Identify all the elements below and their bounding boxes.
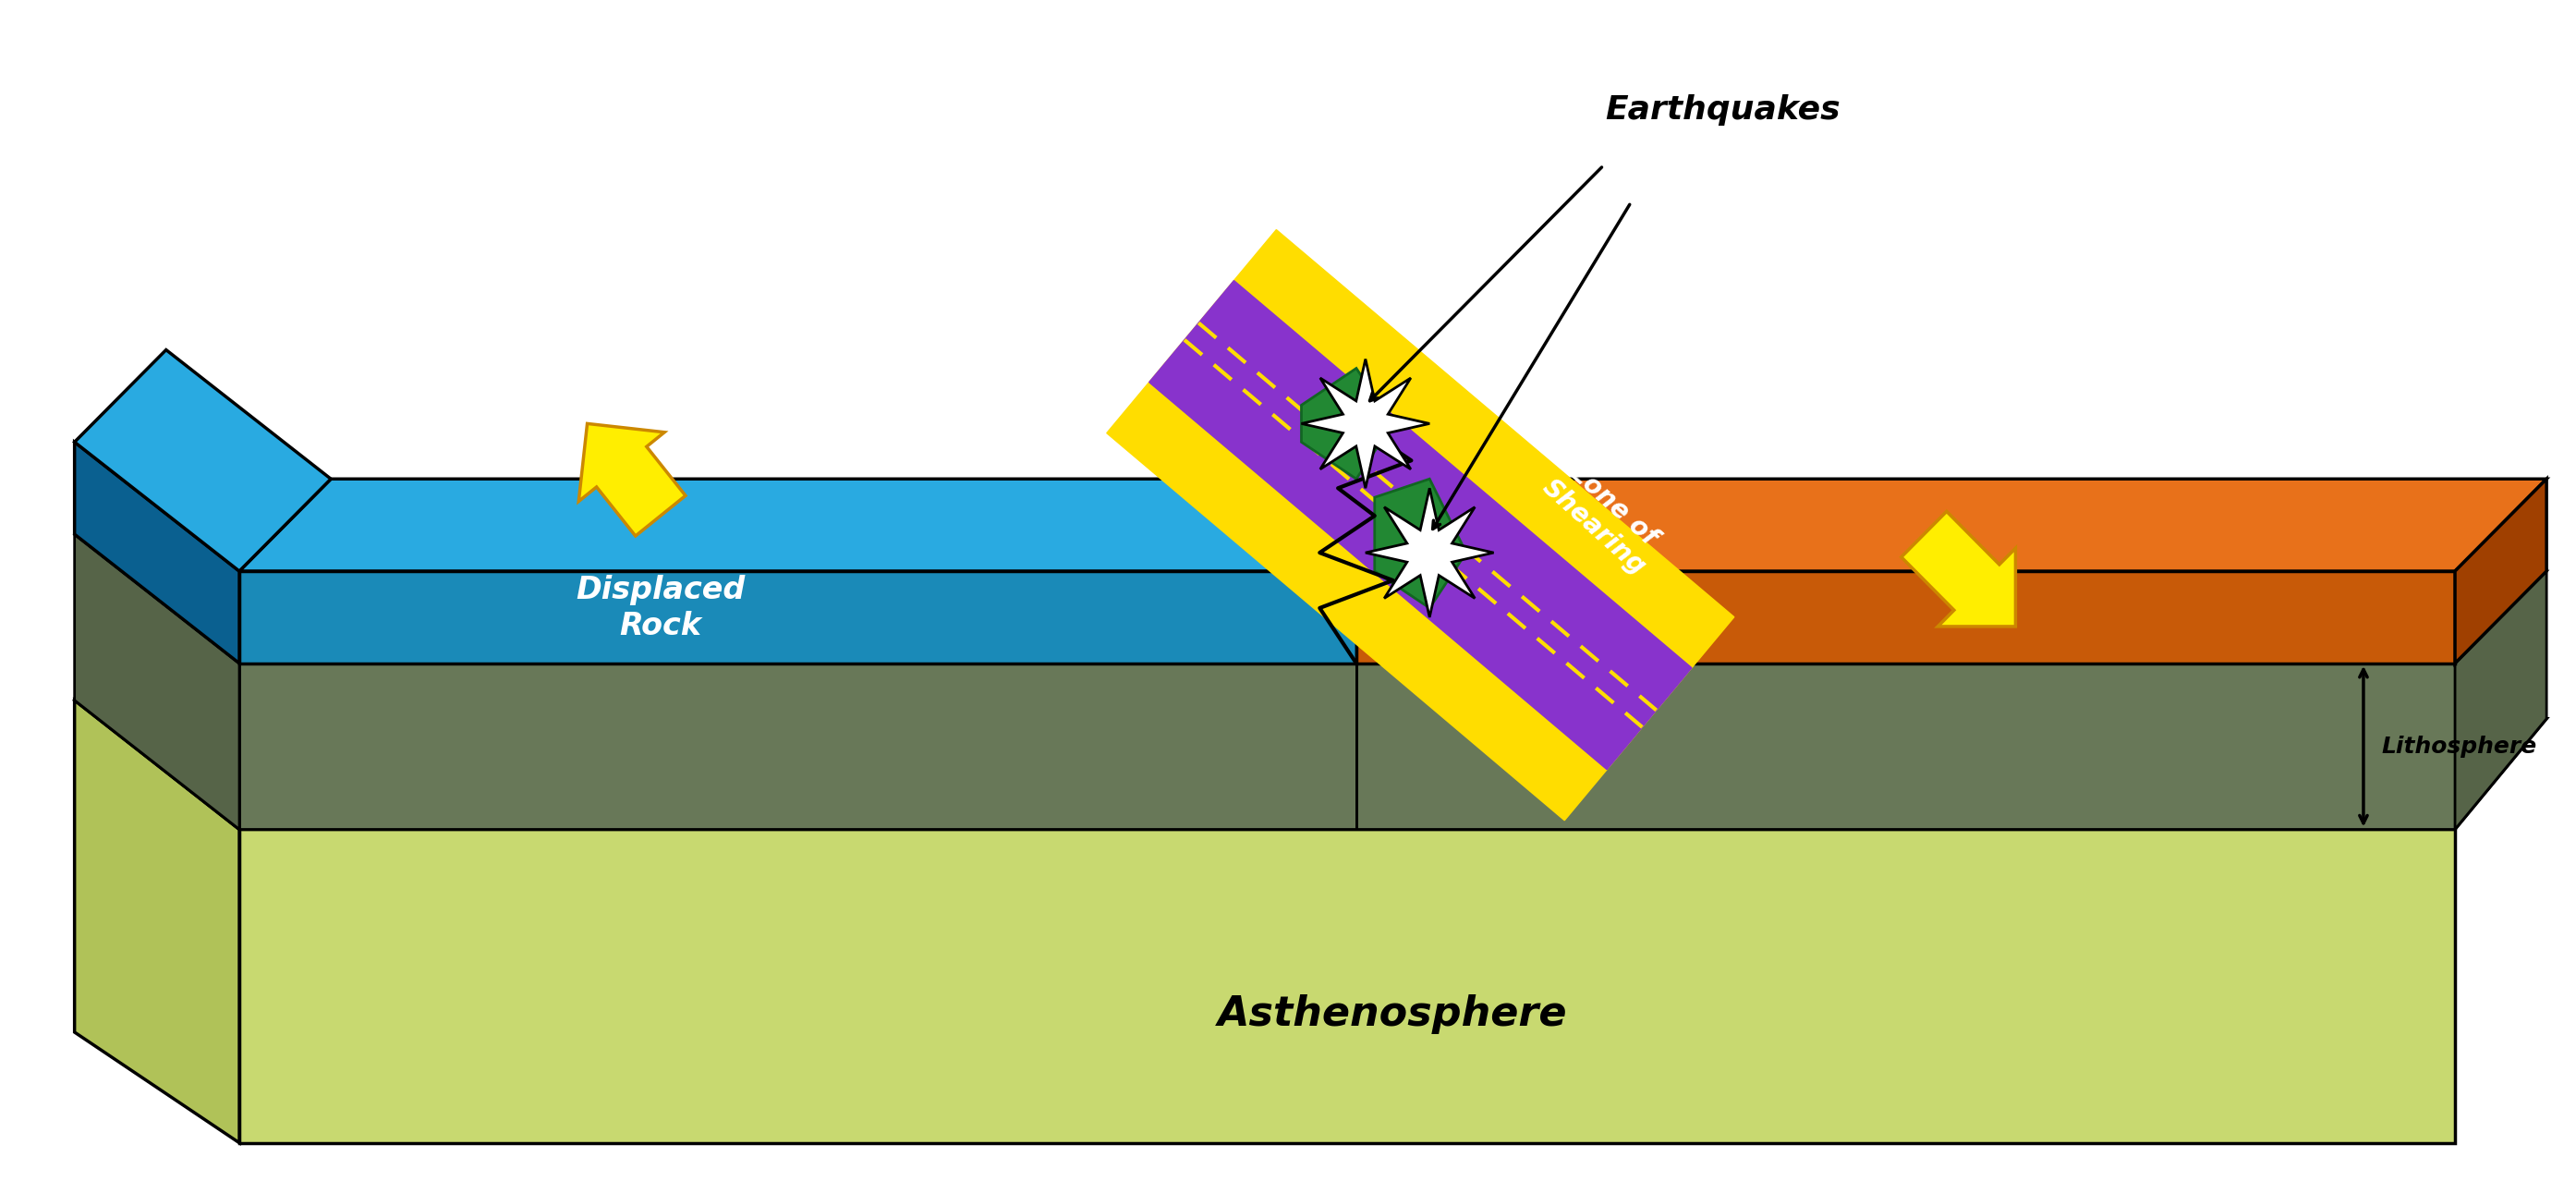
Polygon shape: [240, 572, 1358, 664]
Polygon shape: [2455, 572, 2548, 829]
Polygon shape: [75, 700, 240, 1143]
Polygon shape: [1301, 359, 1430, 488]
FancyArrow shape: [580, 424, 685, 536]
Polygon shape: [1376, 479, 1466, 608]
Polygon shape: [240, 479, 1448, 572]
Polygon shape: [1358, 572, 2455, 664]
Polygon shape: [1358, 572, 2548, 664]
Polygon shape: [240, 719, 2548, 829]
Polygon shape: [240, 664, 1358, 829]
FancyArrow shape: [1901, 511, 2014, 626]
Text: Zone of
Shearing: Zone of Shearing: [1538, 452, 1669, 580]
Polygon shape: [2455, 479, 2548, 664]
Text: Displaced
Rock: Displaced Rock: [577, 575, 744, 641]
Polygon shape: [1301, 368, 1394, 479]
Polygon shape: [1365, 488, 1494, 618]
Polygon shape: [75, 534, 240, 829]
Polygon shape: [75, 350, 330, 572]
Polygon shape: [75, 608, 330, 829]
Text: Earthquakes: Earthquakes: [1605, 94, 1839, 126]
Text: Asthenosphere: Asthenosphere: [1218, 994, 1569, 1033]
Polygon shape: [1358, 664, 2455, 829]
Polygon shape: [240, 572, 1448, 664]
Polygon shape: [1149, 281, 1692, 770]
Text: Lithosphere: Lithosphere: [2383, 736, 2537, 757]
Polygon shape: [240, 829, 2455, 1143]
Polygon shape: [1358, 479, 2548, 572]
Polygon shape: [1108, 230, 1734, 821]
Polygon shape: [75, 442, 330, 664]
Polygon shape: [75, 442, 240, 664]
